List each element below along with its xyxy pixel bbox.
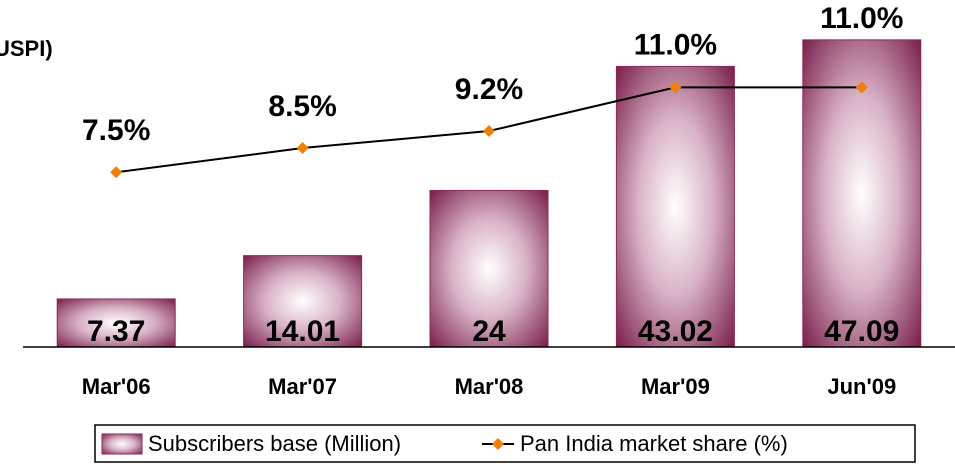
line-value-label: 8.5% bbox=[268, 90, 336, 123]
line-value-label: 9.2% bbox=[455, 73, 523, 106]
line-value-label: 11.0% bbox=[820, 2, 903, 35]
marker bbox=[110, 166, 123, 179]
marker bbox=[669, 81, 682, 94]
x-tick-label: Mar'06 bbox=[82, 374, 151, 399]
chart-title: USPI) bbox=[0, 36, 53, 61]
marker bbox=[296, 142, 309, 155]
bar-value-label: 14.01 bbox=[265, 315, 340, 348]
bar bbox=[429, 189, 549, 348]
legend-label: Pan India market share (%) bbox=[520, 431, 788, 456]
line-value-label: 7.5% bbox=[82, 114, 150, 147]
marker bbox=[483, 125, 495, 138]
bar bbox=[615, 65, 735, 348]
bar-value-label: 7.37 bbox=[87, 315, 145, 348]
x-tick-label: Mar'07 bbox=[268, 374, 337, 399]
bar-value-label: 47.09 bbox=[824, 315, 899, 348]
bar bbox=[56, 298, 176, 348]
x-tick-label: Jun'09 bbox=[827, 374, 896, 399]
bar-value-label: 24 bbox=[472, 315, 506, 348]
legend-marker bbox=[492, 438, 504, 450]
legend-label: Subscribers base (Million) bbox=[148, 431, 401, 456]
x-tick-label: Mar'09 bbox=[641, 374, 710, 399]
marker bbox=[855, 81, 868, 94]
line-value-label: 11.0% bbox=[634, 28, 717, 61]
bar bbox=[243, 255, 363, 348]
bar-value-label: 43.02 bbox=[638, 315, 713, 348]
x-tick-label: Mar'08 bbox=[455, 374, 524, 399]
legend-swatch bbox=[101, 433, 143, 455]
